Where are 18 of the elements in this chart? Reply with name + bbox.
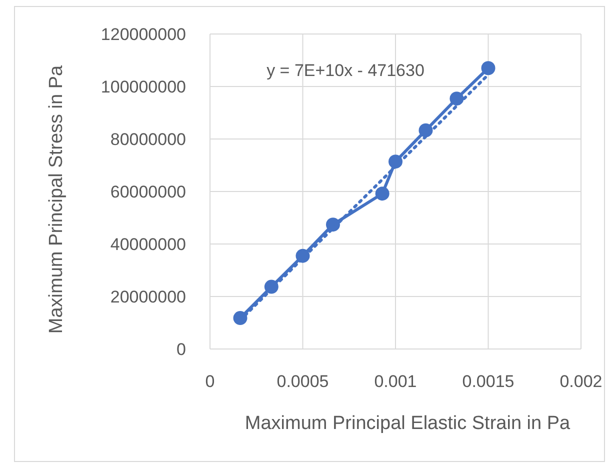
point	[375, 186, 390, 201]
point	[450, 92, 464, 106]
y-tick-label: 80000000	[110, 130, 186, 149]
y-tick-label: 20000000	[110, 287, 186, 306]
y-tick-label: 40000000	[110, 234, 186, 254]
y-tick-label: 60000000	[110, 182, 186, 202]
y-tick-label: 0	[176, 340, 186, 359]
x-tick-label: 0.001	[374, 372, 417, 391]
point	[481, 61, 496, 76]
y-tick-label: 100000000	[100, 77, 186, 96]
x-axis-title: Maximum Principal Elastic Strain in Pa	[244, 413, 571, 434]
annotation: y = 7E+10x - 471630	[266, 61, 424, 80]
y-axis-title: Maximum Principal Stress in Pa	[46, 64, 67, 334]
x-tick-label: 0	[205, 372, 215, 391]
y-tick-label: 120000000	[100, 24, 186, 44]
x-tick-label: 0.0015	[462, 372, 514, 391]
x-tick-label: 0.0005	[276, 372, 329, 391]
x-tick-label: 0.002	[560, 372, 602, 391]
